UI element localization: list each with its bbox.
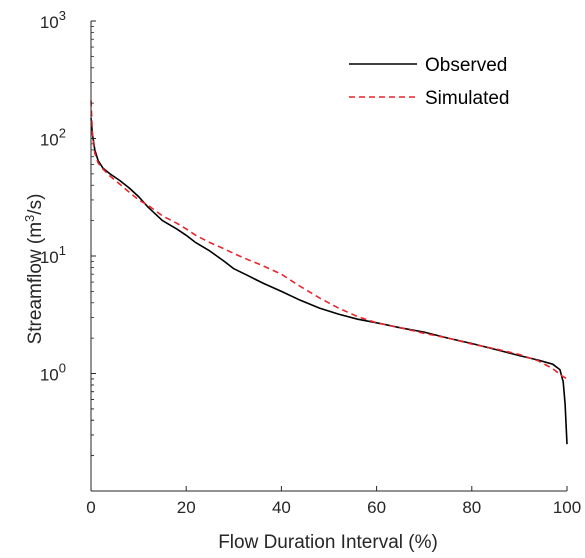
y-tick-label: 100 [40,361,66,385]
y-tick-label: 101 [40,243,66,267]
x-tick-label: 0 [86,498,95,517]
series-layer [90,100,568,445]
y-tick-label: 102 [40,126,66,150]
legend-label-simulated: Simulated [425,88,510,109]
y-axis-label-base: Streamflow (m [25,222,46,344]
y-tick-label: 103 [40,8,66,32]
x-tick-label: 100 [553,498,581,517]
y-axis-label-end: /s) [25,194,46,215]
legend-label-observed: Observed [425,55,507,76]
legend: Observed Simulated [349,55,510,109]
series-line-observed [90,117,568,445]
y-axis-label-superscript: 3 [22,215,37,222]
x-axis-label: Flow Duration Interval (%) [218,532,438,553]
x-tick-label: 20 [177,498,196,517]
x-tick-label: 60 [367,498,386,517]
y-axis-label: Streamflow (m3/s) [22,194,47,345]
x-tick-label: 40 [272,498,291,517]
x-tick-label: 80 [462,498,481,517]
series-line-simulated [90,100,568,380]
ticks-layer: 0 20 40 60 80 100 100 101 102 103 [40,8,581,517]
